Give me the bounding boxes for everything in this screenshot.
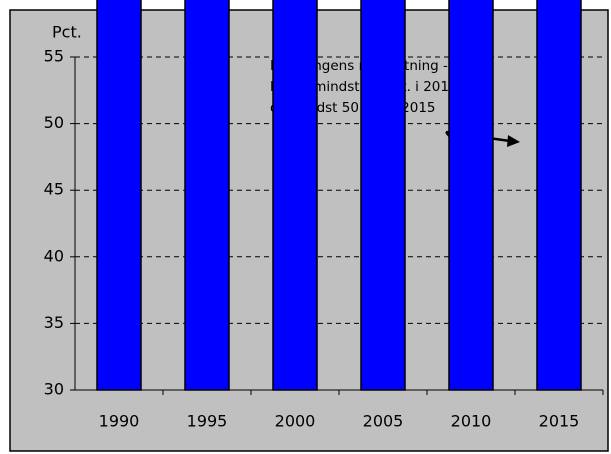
- x-tick-label: 2010: [451, 412, 492, 431]
- y-tick-label: 40: [44, 246, 64, 265]
- x-tick-label: 1990: [99, 412, 140, 431]
- y-tick-label: 45: [44, 180, 64, 199]
- bar-segment: [536, 0, 582, 391]
- bar-segment: [448, 0, 494, 391]
- x-tick-label: 2005: [363, 412, 404, 431]
- x-tick-label: 2015: [539, 412, 580, 431]
- bar-segment: [184, 0, 230, 391]
- bar-segment: [360, 0, 406, 391]
- y-axis-label: Pct.: [52, 23, 82, 42]
- y-tick-label: 30: [44, 380, 64, 399]
- x-tick-label: 2000: [275, 412, 316, 431]
- bar-segment: [272, 0, 318, 391]
- bar-segment: [96, 0, 142, 391]
- y-tick-label: 50: [44, 113, 64, 132]
- y-tick-label: 55: [44, 47, 64, 66]
- x-tick-label: 1995: [187, 412, 228, 431]
- y-tick-label: 35: [44, 313, 64, 332]
